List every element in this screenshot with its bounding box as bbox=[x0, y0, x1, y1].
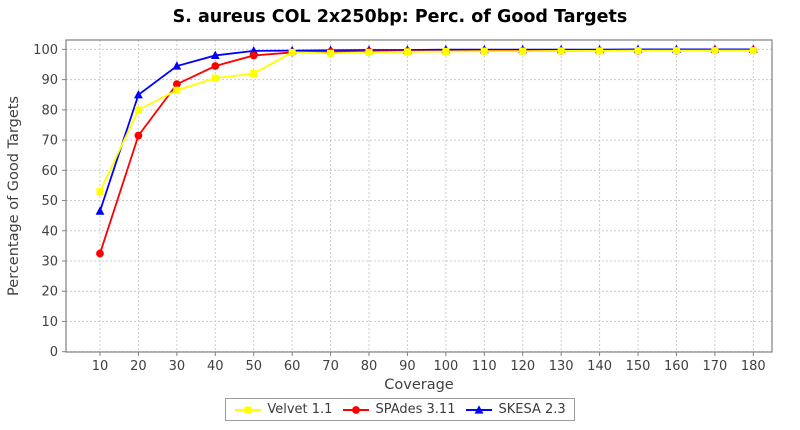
y-tick-label-50: 50 bbox=[41, 194, 58, 209]
x-axis-label: Coverage bbox=[384, 377, 454, 393]
line-chart: 10 20 30 40 50 60 70 80 90 100 110 120 130 140 150 160 1… bbox=[6, 7, 773, 393]
x-tick-label-180: 180 bbox=[741, 359, 766, 374]
data-point-velvet-1-1-x60 bbox=[288, 48, 296, 56]
data-point-spades-3-11-x50 bbox=[249, 51, 258, 60]
data-point-velvet-1-1-x30 bbox=[173, 86, 181, 94]
data-point-velvet-1-1-x130 bbox=[557, 47, 565, 55]
series-velvet-1-1 bbox=[96, 47, 757, 195]
x-tick-label-90: 90 bbox=[399, 359, 416, 374]
x-tick-label-160: 160 bbox=[664, 359, 689, 374]
y-tick-label-0: 0 bbox=[50, 345, 58, 360]
legend-box: Velvet 1.1 SPAdes 3.11 SKESA 2.3 bbox=[225, 398, 575, 421]
data-point-spades-3-11-x20 bbox=[134, 131, 143, 140]
data-point-skesa-2-3-x30 bbox=[172, 61, 182, 70]
data-point-spades-3-11-x40 bbox=[211, 62, 220, 70]
x-tick-label-120: 120 bbox=[510, 359, 535, 374]
data-point-velvet-1-1-x20 bbox=[134, 106, 142, 114]
data-point-velvet-1-1-x100 bbox=[442, 48, 450, 56]
data-point-velvet-1-1-x110 bbox=[480, 47, 488, 55]
data-point-velvet-1-1-x150 bbox=[634, 47, 642, 55]
legend-item-skesa: SKESA 2.3 bbox=[465, 402, 566, 417]
data-point-velvet-1-1-x160 bbox=[672, 47, 680, 55]
data-point-velvet-1-1-x180 bbox=[749, 47, 757, 55]
axis-ticks: 10 20 30 40 50 60 70 80 90 100 110 120 130 140 150 160 1… bbox=[33, 43, 766, 374]
data-point-spades-3-11-x30 bbox=[172, 80, 181, 89]
chart-title: S. aureus COL 2x250bp: Perc. of Good Tar… bbox=[173, 7, 628, 27]
x-tick-label-150: 150 bbox=[626, 359, 651, 374]
legend-marker-velvet-square-icon bbox=[235, 406, 262, 413]
legend-marker-spades-circle-icon bbox=[343, 405, 370, 414]
y-tick-label-100: 100 bbox=[33, 43, 58, 58]
x-tick-label-60: 60 bbox=[284, 359, 301, 374]
y-tick-label-80: 80 bbox=[41, 103, 58, 118]
data-point-skesa-2-3-x40 bbox=[210, 50, 220, 60]
x-tick-label-30: 30 bbox=[169, 359, 186, 374]
y-tick-label-60: 60 bbox=[41, 164, 58, 179]
data-point-velvet-1-1-x50 bbox=[250, 70, 258, 78]
legend-marker bbox=[352, 405, 361, 414]
y-tick-label-20: 20 bbox=[41, 285, 58, 300]
data-point-velvet-1-1-x10 bbox=[96, 187, 104, 195]
x-tick-label-50: 50 bbox=[245, 359, 262, 374]
legend-item-velvet: Velvet 1.1 bbox=[234, 402, 332, 417]
y-axis-label: Percentage of Good Targets bbox=[6, 96, 22, 296]
x-tick-label-20: 20 bbox=[130, 359, 147, 374]
plot-border bbox=[65, 39, 773, 353]
y-tick-label-30: 30 bbox=[41, 255, 58, 270]
legend-label-spades: SPAdes 3.11 bbox=[375, 402, 456, 417]
series-line-skesa-2-3 bbox=[99, 48, 754, 212]
x-tick-label-110: 110 bbox=[472, 359, 497, 374]
data-point-velvet-1-1-x120 bbox=[519, 47, 527, 55]
legend-item-spades: SPAdes 3.11 bbox=[342, 402, 455, 417]
data-point-velvet-1-1-x40 bbox=[211, 74, 219, 82]
x-tick-label-130: 130 bbox=[549, 359, 574, 374]
x-tick-label-80: 80 bbox=[361, 359, 378, 374]
x-tick-label-10: 10 bbox=[92, 359, 109, 374]
plot-area bbox=[66, 40, 772, 352]
y-tick-label-70: 70 bbox=[41, 134, 58, 149]
data-point-skesa-2-3-x10 bbox=[95, 206, 105, 215]
gridlines bbox=[66, 40, 772, 353]
data-point-velvet-1-1-x70 bbox=[327, 49, 335, 57]
x-tick-label-170: 170 bbox=[702, 359, 727, 374]
y-tick-label-10: 10 bbox=[41, 315, 58, 330]
legend-marker bbox=[244, 406, 252, 413]
x-tick-label-100: 100 bbox=[433, 359, 458, 374]
x-tick-label-140: 140 bbox=[587, 359, 612, 374]
legend-label-velvet: Velvet 1.1 bbox=[267, 402, 333, 417]
legend-label-skesa: SKESA 2.3 bbox=[498, 402, 566, 417]
legend-marker bbox=[475, 404, 484, 414]
legend-marker-skesa-triangle-icon bbox=[466, 404, 493, 414]
series-line-velvet-1-1 bbox=[99, 49, 754, 192]
x-tick-label-40: 40 bbox=[207, 359, 224, 374]
data-point-velvet-1-1-x140 bbox=[596, 47, 604, 55]
data-point-skesa-2-3-x20 bbox=[134, 89, 143, 99]
x-tick-label-70: 70 bbox=[322, 359, 339, 374]
data-point-velvet-1-1-x80 bbox=[365, 48, 373, 56]
legend: Velvet 1.1 SPAdes 3.11 SKESA 2.3 bbox=[0, 398, 800, 421]
y-tick-label-90: 90 bbox=[41, 73, 58, 88]
y-tick-label-40: 40 bbox=[41, 224, 58, 239]
data-point-velvet-1-1-x170 bbox=[711, 47, 719, 55]
data-point-spades-3-11-x10 bbox=[96, 249, 104, 258]
data-point-velvet-1-1-x90 bbox=[403, 48, 411, 56]
